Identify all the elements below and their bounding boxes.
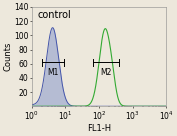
Y-axis label: Counts: Counts <box>4 42 12 71</box>
Text: M1: M1 <box>47 68 59 77</box>
Text: control: control <box>37 10 71 20</box>
X-axis label: FL1-H: FL1-H <box>87 123 111 132</box>
Text: M2: M2 <box>100 68 112 77</box>
